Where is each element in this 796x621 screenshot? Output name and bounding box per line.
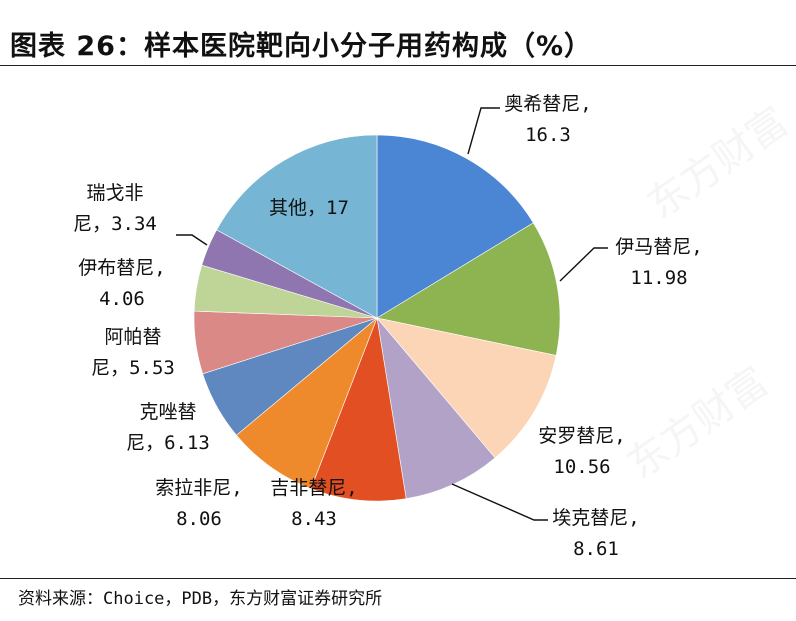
- data-label-line: 16.3: [525, 124, 571, 146]
- data-labels: 奥希替尼, 16.3 伊马替尼, 11.98 安罗替尼, 10.56 埃克替尼, 8.61 吉非…: [73, 93, 703, 560]
- title-divider: [0, 65, 796, 66]
- leader-line-4: [451, 483, 548, 521]
- leader-line-2: [559, 247, 608, 282]
- data-label-6: 索拉非尼, 8.06: [155, 477, 242, 530]
- figure-title: 图表 26：样本医院靶向小分子用药构成（%）: [10, 31, 593, 62]
- data-label-line: 其他，17: [269, 197, 349, 219]
- data-label-line: 阿帕替: [104, 326, 161, 348]
- data-label-line: 尼，5.53: [91, 357, 175, 379]
- data-label-1: 奥希替尼, 16.3: [504, 93, 591, 146]
- pie-slices: [193, 134, 561, 502]
- pie-chart: 东方财富 东方财富 东方财富 奥希替尼,16.3伊马替尼,11.98安罗替尼,1…: [73, 93, 796, 560]
- pie-slice-6: [236, 317, 378, 490]
- data-label-5: 吉非替尼, 8.43: [270, 477, 357, 530]
- leader-line-1: [467, 107, 500, 155]
- data-label-line: 伊马替尼,: [615, 236, 702, 258]
- leader-line-10: [176, 234, 208, 246]
- data-label-line: 11.98: [630, 267, 687, 289]
- data-label-10: 瑞戈非尼，3.34: [73, 182, 157, 235]
- svg-text:东方财富: 东方财富: [639, 99, 796, 228]
- pie-slice-11: [216, 134, 378, 319]
- data-label-line: 尼，6.13: [126, 432, 210, 454]
- pie-slice-2: [376, 222, 561, 356]
- data-label-line: 10.56: [553, 456, 610, 478]
- data-label-line: 埃克替尼,: [552, 507, 639, 529]
- data-label-line: 索拉非尼,: [155, 477, 242, 499]
- data-label-9: 伊布替尼, 4.06: [78, 257, 165, 310]
- data-label-line: 4.06: [99, 288, 145, 310]
- data-label-line: 安罗替尼,: [538, 425, 625, 447]
- pie-slice-3: [376, 317, 557, 459]
- data-label-line: 8.61: [573, 538, 619, 560]
- data-label-11: 其他，17: [269, 197, 349, 219]
- data-label-line: 伊布替尼,: [78, 257, 165, 279]
- source-divider: [0, 578, 796, 579]
- data-label-4: 埃克替尼, 8.61: [552, 507, 639, 560]
- data-label-line: 8.06: [176, 508, 222, 530]
- data-label-3: 安罗替尼, 10.56: [538, 425, 625, 478]
- data-label-line: 瑞戈非: [86, 182, 143, 204]
- leader-lines: [176, 107, 608, 521]
- data-label-line: 吉非替尼,: [270, 477, 357, 499]
- pie-slice-5: [310, 316, 407, 502]
- data-label-2: 伊马替尼, 11.98: [615, 236, 702, 289]
- data-label-line: 克唑替: [139, 401, 196, 423]
- source-note: 资料来源：Choice，PDB，东方财富证券研究所: [18, 589, 383, 609]
- data-label-line: 奥希替尼,: [504, 93, 591, 115]
- pie-slice-1: [376, 134, 534, 319]
- data-label-7: 克唑替尼，6.13: [126, 401, 210, 454]
- svg-text:东方财富: 东方财富: [619, 359, 776, 488]
- data-label-8: 阿帕替尼，5.53: [91, 326, 175, 379]
- data-label-line: 8.43: [291, 508, 337, 530]
- data-label-line: 尼，3.34: [73, 213, 157, 235]
